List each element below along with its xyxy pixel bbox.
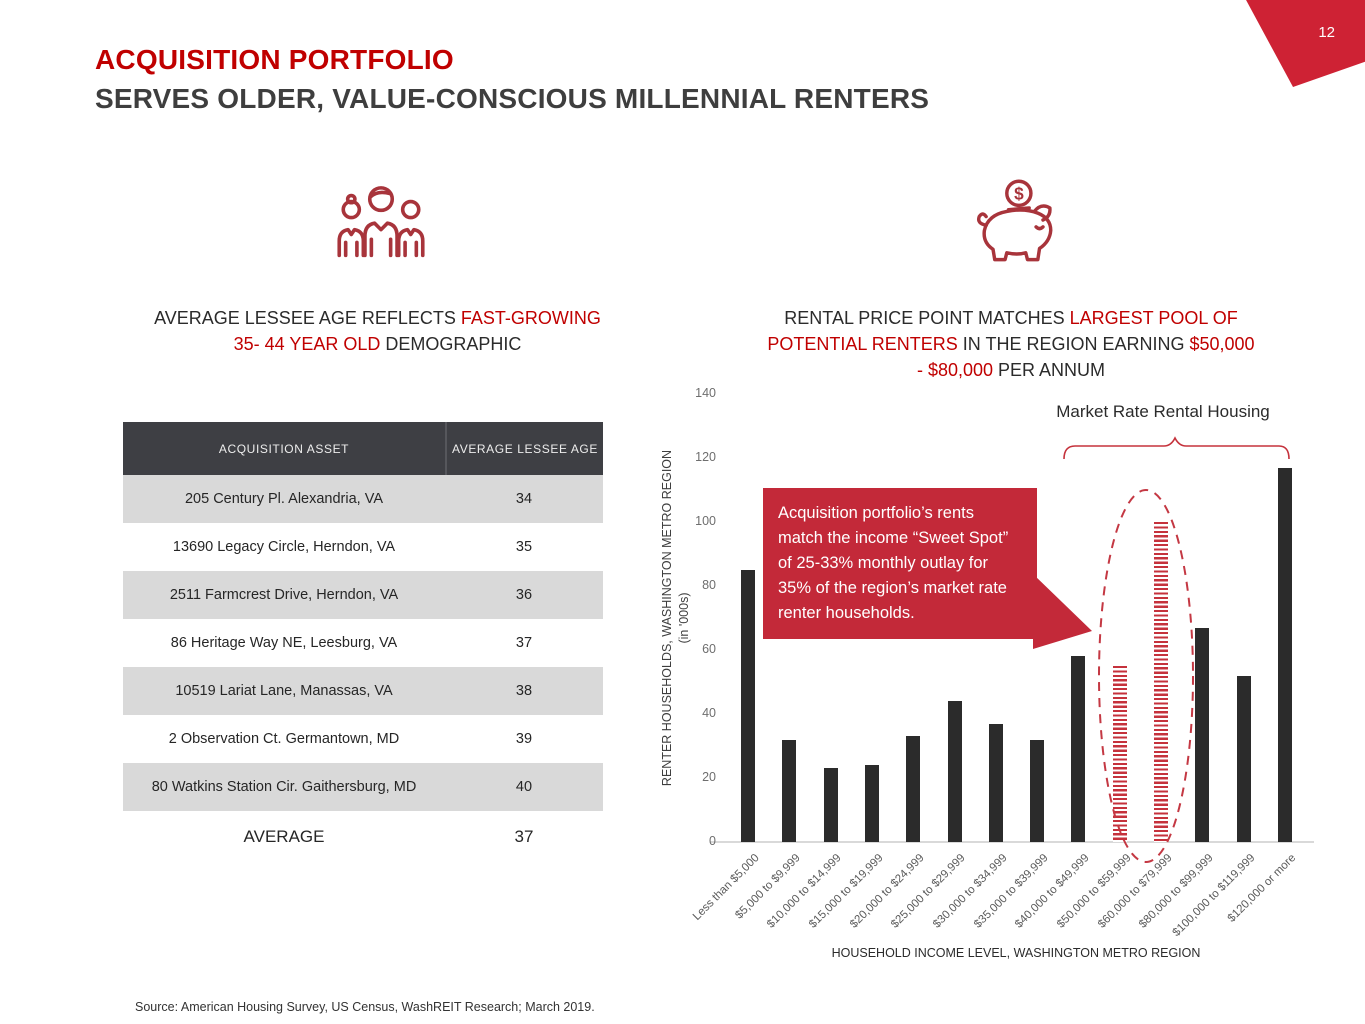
bar xyxy=(1112,666,1127,842)
heading-segment: RENTAL PRICE POINT MATCHES xyxy=(784,308,1070,328)
heading-segment: DEMOGRAPHIC xyxy=(380,334,522,354)
y-tick-label: 40 xyxy=(702,706,716,720)
asset-cell: 13690 Legacy Circle, Herndon, VA xyxy=(172,539,396,555)
x-axis-title: HOUSEHOLD INCOME LEVEL, WASHINGTON METRO… xyxy=(831,946,1201,960)
table-average-row: AVERAGE 37 xyxy=(123,811,603,863)
table-row: 10519 Lariat Lane, Manassas, VA 38 xyxy=(123,667,603,715)
table-row: 86 Heritage Way NE, Leesburg, VA 37 xyxy=(123,619,603,667)
age-cell: 36 xyxy=(515,587,533,603)
bar xyxy=(1071,656,1086,842)
bracket-brace xyxy=(1063,436,1290,460)
x-tick-label: $30,000 to $34,999 xyxy=(930,852,1010,931)
y-axis-title-units: (in '000s) xyxy=(677,592,691,644)
heading-segment: AVERAGE LESSEE AGE REFLECTS xyxy=(154,308,461,328)
callout-tail xyxy=(1033,574,1092,649)
x-tick-label: $35,000 to $39,999 xyxy=(972,852,1051,931)
asset-cell: 86 Heritage Way NE, Leesburg, VA xyxy=(170,635,398,651)
page-number: 12 xyxy=(1318,24,1335,41)
heading-red-segment: $50,000 xyxy=(1189,334,1255,354)
piggy-bank-icon: $ xyxy=(962,172,1074,268)
svg-text:$: $ xyxy=(1014,183,1024,203)
x-tick-label: $40,000 to $49,999 xyxy=(1013,852,1092,931)
y-tick-label: 100 xyxy=(695,514,716,528)
bar xyxy=(1236,675,1251,842)
page-corner-ribbon: 12 xyxy=(1246,0,1365,87)
x-tick-label: $20,000 to $24,999 xyxy=(848,852,927,931)
y-tick-label: 140 xyxy=(695,386,716,400)
table-row: 205 Century Pl. Alexandria, VA 34 xyxy=(123,475,603,523)
table-row: 2 Observation Ct. Germantown, MD 39 xyxy=(123,715,603,763)
bar xyxy=(906,736,921,842)
bar xyxy=(947,701,962,842)
asset-cell: 2 Observation Ct. Germantown, MD xyxy=(168,731,400,747)
table-body: 205 Century Pl. Alexandria, VA 34 13690 Le… xyxy=(123,475,603,811)
x-tick-label: $80,000 to $99,999 xyxy=(1137,852,1216,931)
heading-segment: PER ANNUM xyxy=(993,360,1106,380)
age-cell: 38 xyxy=(515,683,533,699)
x-axis-line xyxy=(710,841,1314,843)
x-tick-label: $15,000 to $19,999 xyxy=(806,852,886,931)
annotation-callout: Acquisition portfolio’s rents match the … xyxy=(763,488,1037,639)
y-tick-label: 120 xyxy=(695,450,716,464)
x-tick-label: $25,000 to $29,999 xyxy=(889,852,968,931)
y-axis-title: RENTER HOUSEHOLDS, WASHINGTON METRO REGI… xyxy=(659,385,695,851)
table-header-row: ACQUISITION ASSET AVERAGE LESSEE AGE xyxy=(123,422,603,475)
bar xyxy=(823,768,838,842)
y-axis-title-text: RENTER HOUSEHOLDS, WASHINGTON METRO REGI… xyxy=(660,449,674,787)
asset-cell: 80 Watkins Station Cir. Gaithersburg, MD xyxy=(151,779,417,795)
age-cell: 34 xyxy=(515,491,533,507)
bar xyxy=(1154,522,1168,842)
y-tick-label: 60 xyxy=(702,642,716,656)
asset-cell: 2511 Farmcrest Drive, Herndon, VA xyxy=(169,587,399,603)
x-tick-label: $100,000 to $119,999 xyxy=(1170,852,1258,940)
table-row: 13690 Legacy Circle, Herndon, VA 35 xyxy=(123,523,603,571)
table-header-age: AVERAGE LESSEE AGE xyxy=(445,422,603,475)
lessee-age-table: ACQUISITION ASSET AVERAGE LESSEE AGE 205… xyxy=(123,422,603,863)
table-row: 2511 Farmcrest Drive, Herndon, VA 36 xyxy=(123,571,603,619)
table-row: 80 Watkins Station Cir. Gaithersburg, MD… xyxy=(123,763,603,811)
x-tick-label: $60,000 to $79,999 xyxy=(1095,852,1175,931)
heading-red-segment: FAST-GROWING xyxy=(460,308,601,328)
bar xyxy=(864,765,879,842)
heading-segment: IN THE REGION EARNING xyxy=(957,334,1190,354)
x-tick-label: $50,000 to $59,999 xyxy=(1054,852,1134,931)
average-value: 37 xyxy=(514,827,534,846)
heading-red-segment: POTENTIAL RENTERS xyxy=(767,334,958,354)
age-cell: 40 xyxy=(515,779,533,795)
y-tick-label: 20 xyxy=(702,770,716,784)
asset-cell: 205 Century Pl. Alexandria, VA xyxy=(184,491,383,507)
bar xyxy=(1195,627,1210,842)
bracket-label: Market Rate Rental Housing xyxy=(1056,402,1270,421)
heading-red-segment: LARGEST POOL OF xyxy=(1069,308,1238,328)
right-section-heading: RENTAL PRICE POINT MATCHES LARGEST POOL … xyxy=(705,305,1317,383)
age-cell: 35 xyxy=(515,539,533,555)
y-tick-label: 80 xyxy=(702,578,716,592)
age-cell: 37 xyxy=(515,635,533,651)
page-title: ACQUISITION PORTFOLIO xyxy=(95,44,454,75)
age-cell: 39 xyxy=(515,731,533,747)
heading-red-segment: 35- 44 YEAR OLD xyxy=(233,334,381,354)
y-tick-label: 0 xyxy=(709,834,716,848)
bar xyxy=(1277,467,1292,842)
heading-red-segment: - $80,000 xyxy=(916,360,994,380)
bar xyxy=(1030,739,1045,842)
page-subtitle: SERVES OLDER, VALUE-CONSCIOUS MILLENNIAL… xyxy=(95,83,930,114)
bar xyxy=(988,723,1003,842)
x-tick-label: $10,000 to $14,999 xyxy=(765,852,845,931)
people-icon xyxy=(328,180,434,260)
table-header-asset: ACQUISITION ASSET xyxy=(218,441,350,456)
source-note: Source: American Housing Survey, US Cens… xyxy=(135,999,595,1014)
average-label: AVERAGE xyxy=(243,827,325,846)
bar xyxy=(782,739,797,842)
left-section-heading: AVERAGE LESSEE AGE REFLECTS FAST-GROWING… xyxy=(95,305,660,357)
asset-cell: 10519 Lariat Lane, Manassas, VA xyxy=(175,683,393,699)
bar xyxy=(741,570,755,842)
